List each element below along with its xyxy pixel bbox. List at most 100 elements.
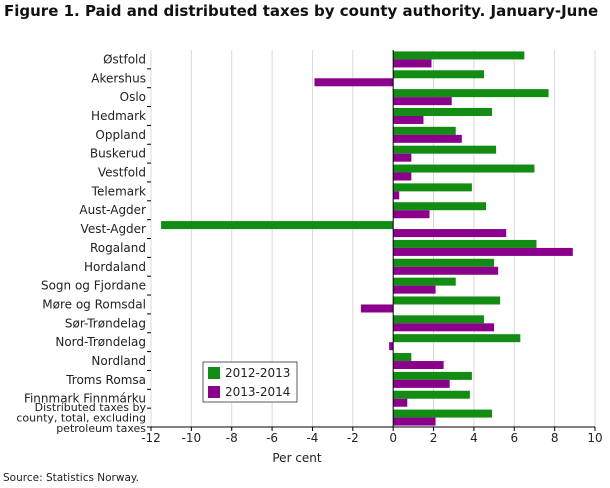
category-label-line: Østfold [103, 52, 146, 66]
category-label-line: county, total, excluding [16, 412, 146, 425]
x-axis-title: Per cent [272, 451, 322, 465]
bar-2012-2013-sør-trøndelag [393, 315, 484, 324]
category-label-line: Vest-Agder [81, 222, 147, 236]
bar-2012-2013-buskerud [393, 145, 497, 154]
x-tick-label: -8 [226, 431, 238, 445]
category-label-line: Vestfold [98, 166, 146, 180]
axes [147, 50, 596, 431]
bar-2013-2014-nordland [393, 361, 444, 370]
legend: 2012-2013 2013-2014 [202, 361, 298, 403]
bar-2012-2013-rogaland [393, 239, 537, 248]
category-label-hordaland: Hordaland [84, 260, 146, 274]
bars [161, 51, 573, 426]
category-label-line: Troms Romsa [65, 373, 146, 387]
category-label-line: Telemark [91, 184, 146, 198]
bar-2012-2013-oppland [393, 126, 456, 135]
x-tick-label: -10 [182, 431, 202, 445]
bar-2013-2014-sogn-og-fjordane [393, 285, 436, 294]
category-label-nord-trøndelag: Nord-Trøndelag [55, 335, 146, 349]
category-label-line: Nordland [91, 354, 146, 368]
category-label-line: Finnmark Finnmárku [24, 392, 146, 406]
bar-2013-2014-sør-trøndelag [393, 323, 495, 332]
category-label-line: Hordaland [84, 260, 146, 274]
category-label-line: Hedmark [91, 109, 146, 123]
category-labels: Østfold Akershus Oslo Hedmark Oppland Buskeru… [16, 52, 146, 435]
x-tick-label: 0 [389, 431, 397, 445]
bar-2012-2013-østfold [393, 51, 525, 60]
x-tick-label: -2 [347, 431, 359, 445]
category-label-line: Aust-Agder [79, 203, 146, 217]
bar-2012-2013-møre-og-romsdal [393, 296, 501, 305]
legend-swatch-2013-2014 [208, 386, 220, 398]
bar-2013-2014-møre-og-romsdal [360, 304, 394, 313]
bar-2012-2013-distributed-taxes-by-county-total-excluding-petroleum-taxes [393, 409, 493, 418]
bar-2013-2014-troms-romsa [393, 379, 450, 388]
bar-2013-2014-hedmark [393, 115, 424, 124]
bar-2012-2013-vest-agder [161, 221, 394, 230]
category-label-oppland: Oppland [95, 128, 146, 142]
bar-2012-2013-finnmark-finnmárku [393, 390, 470, 399]
bar-2013-2014-finnmark-finnmárku [393, 398, 408, 407]
bar-2013-2014-oppland [393, 134, 462, 143]
x-tick-label: -12 [141, 431, 161, 445]
bar-2012-2013-nordland [393, 353, 412, 362]
bar-2012-2013-troms-romsa [393, 371, 472, 380]
bar-2012-2013-hedmark [393, 107, 493, 116]
category-label-line: Distributed taxes by [35, 401, 147, 414]
category-label-line: Sør-Trøndelag [65, 316, 146, 330]
category-label-line: Sogn og Fjordane [41, 279, 146, 293]
x-tick-labels: -12 -10 -8 -6 -4 -2 0 2 4 6 8 10 [141, 431, 602, 445]
bar-2013-2014-akershus [314, 78, 394, 87]
category-label-akershus: Akershus [91, 71, 146, 85]
category-label-line: Rogaland [90, 241, 146, 255]
x-tick-label: 8 [551, 431, 559, 445]
legend-swatch-2012-2013 [208, 367, 220, 379]
chart-title: Figure 1. Paid and distributed taxes by … [4, 2, 599, 20]
category-label-line: Buskerud [90, 147, 146, 161]
category-label-line: Møre og Romsdal [42, 297, 146, 311]
category-label-vest-agder: Vest-Agder [81, 222, 147, 236]
category-label-line: Oslo [120, 90, 146, 104]
category-label-line: Akershus [91, 71, 146, 85]
legend-label-2012-2013: 2012-2013 [225, 366, 290, 380]
legend-label-2013-2014: 2013-2014 [225, 385, 290, 399]
bar-2012-2013-telemark [393, 183, 472, 192]
bar-2012-2013-aust-agder [393, 202, 487, 211]
bar-2013-2014-buskerud [393, 153, 412, 162]
bar-2013-2014-hordaland [393, 266, 499, 275]
category-label-line: Nord-Trøndelag [55, 335, 146, 349]
bar-2013-2014-telemark [393, 191, 400, 200]
category-label-sogn-og-fjordane: Sogn og Fjordane [41, 279, 146, 293]
category-label-line: Oppland [95, 128, 146, 142]
category-label-distributed-taxes-by-county-total-excluding-petroleum-taxes: Distributed taxes by county, total, exclu… [16, 401, 146, 435]
bar-2013-2014-distributed-taxes-by-county-total-excluding-petroleum-taxes [393, 417, 436, 426]
x-tick-label: -6 [266, 431, 278, 445]
category-label-hedmark: Hedmark [91, 109, 146, 123]
bar-2013-2014-nord-trøndelag [389, 342, 394, 351]
bar-2012-2013-vestfold [393, 164, 535, 173]
category-label-buskerud: Buskerud [90, 147, 146, 161]
category-label-sør-trøndelag: Sør-Trøndelag [65, 316, 146, 330]
bar-2013-2014-vestfold [393, 172, 412, 181]
category-label-rogaland: Rogaland [90, 241, 146, 255]
category-label-troms-romsa: Troms Romsa [65, 373, 146, 387]
bar-2013-2014-aust-agder [393, 210, 430, 219]
category-label-møre-og-romsdal: Møre og Romsdal [42, 297, 146, 311]
bar-2012-2013-nord-trøndelag [393, 334, 521, 343]
source-note: Source: Statistics Norway. [3, 472, 139, 484]
bar-2012-2013-sogn-og-fjordane [393, 277, 456, 286]
bar-2013-2014-oslo [393, 97, 452, 106]
bar-2012-2013-hordaland [393, 258, 495, 267]
x-tick-label: 6 [510, 431, 518, 445]
category-label-line: petroleum taxes [56, 422, 146, 435]
category-label-telemark: Telemark [91, 184, 146, 198]
bar-2013-2014-vest-agder [393, 229, 507, 238]
category-label-oslo: Oslo [120, 90, 146, 104]
bar-2012-2013-oslo [393, 89, 549, 98]
category-label-aust-agder: Aust-Agder [79, 203, 146, 217]
category-label-vestfold: Vestfold [98, 166, 146, 180]
x-tick-label: -4 [306, 431, 318, 445]
x-tick-label: 2 [430, 431, 438, 445]
x-tick-label: 10 [587, 431, 602, 445]
